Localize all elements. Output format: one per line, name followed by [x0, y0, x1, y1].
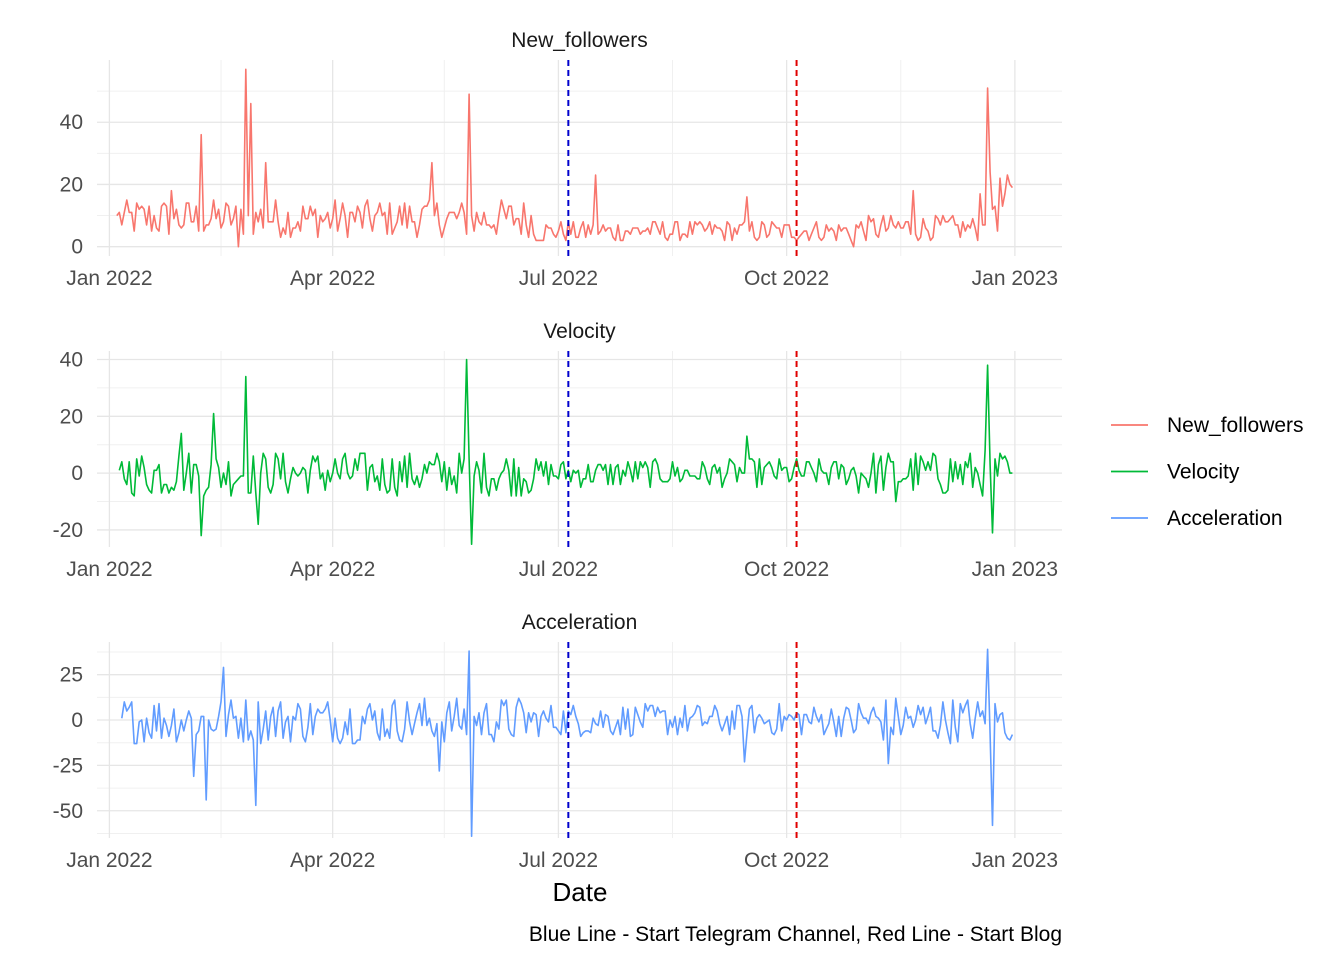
y-tick-label: 0	[71, 709, 83, 732]
legend: New_followers Velocity Acceleration	[1111, 414, 1304, 530]
panel-new-followers: 0 20 40 Jan 2022 Apr 2022 Jul 2022 Oct 2022 Jan…	[60, 29, 1062, 290]
y-tick-label: 20	[60, 405, 83, 428]
panel-acceleration: -50 -25 0 25 Jan 2022 Apr 2022 Jul 2022 Oct 202…	[53, 611, 1062, 872]
x-tick-label: Oct 2022	[744, 849, 829, 872]
x-tick-label: Jan 2023	[972, 267, 1058, 290]
legend-item-new-followers: New_followers	[1111, 414, 1304, 437]
x-tick-label: Apr 2022	[290, 849, 375, 872]
legend-item-velocity: Velocity	[1111, 461, 1240, 484]
legend-label: Velocity	[1167, 461, 1240, 484]
series-line-velocity	[118, 358, 1013, 545]
legend-item-acceleration: Acceleration	[1111, 507, 1283, 530]
y-tick-label: 0	[71, 236, 83, 259]
y-tick-label: -50	[53, 800, 83, 823]
y-tick-label: 0	[71, 462, 83, 485]
panel-velocity: -20 0 20 40 Jan 2022 Apr 2022 Jul 2022 Oct 2022…	[53, 320, 1062, 581]
series-line-acceleration	[121, 648, 1014, 837]
x-tick-label: Jan 2023	[972, 558, 1058, 581]
panel-title: Velocity	[543, 320, 616, 343]
chart-caption: Blue Line - Start Telegram Channel, Red …	[529, 923, 1062, 946]
x-tick-label: Oct 2022	[744, 558, 829, 581]
x-tick-label: Jan 2022	[66, 849, 152, 872]
panels: 0 20 40 Jan 2022 Apr 2022 Jul 2022 Oct 2022 Jan…	[53, 29, 1062, 872]
y-tick-label: 25	[60, 664, 83, 687]
y-tick-label: 40	[60, 111, 83, 134]
x-tick-label: Jan 2023	[972, 849, 1058, 872]
x-tick-label: Apr 2022	[290, 558, 375, 581]
panel-title: New_followers	[511, 29, 648, 52]
series-line-new-followers	[116, 68, 1014, 248]
x-tick-label: Jan 2022	[66, 558, 152, 581]
x-tick-label: Jul 2022	[519, 267, 598, 290]
x-tick-label: Oct 2022	[744, 267, 829, 290]
y-tick-label: 40	[60, 349, 83, 372]
legend-label: New_followers	[1167, 414, 1304, 437]
legend-label: Acceleration	[1167, 507, 1283, 530]
y-tick-label: -25	[53, 754, 83, 777]
x-tick-label: Jan 2022	[66, 267, 152, 290]
x-tick-label: Jul 2022	[519, 558, 598, 581]
x-tick-label: Apr 2022	[290, 267, 375, 290]
x-axis-title: Date	[553, 877, 608, 907]
y-tick-label: -20	[53, 519, 83, 542]
panel-title: Acceleration	[522, 611, 638, 634]
x-tick-label: Jul 2022	[519, 849, 598, 872]
y-tick-label: 20	[60, 173, 83, 196]
